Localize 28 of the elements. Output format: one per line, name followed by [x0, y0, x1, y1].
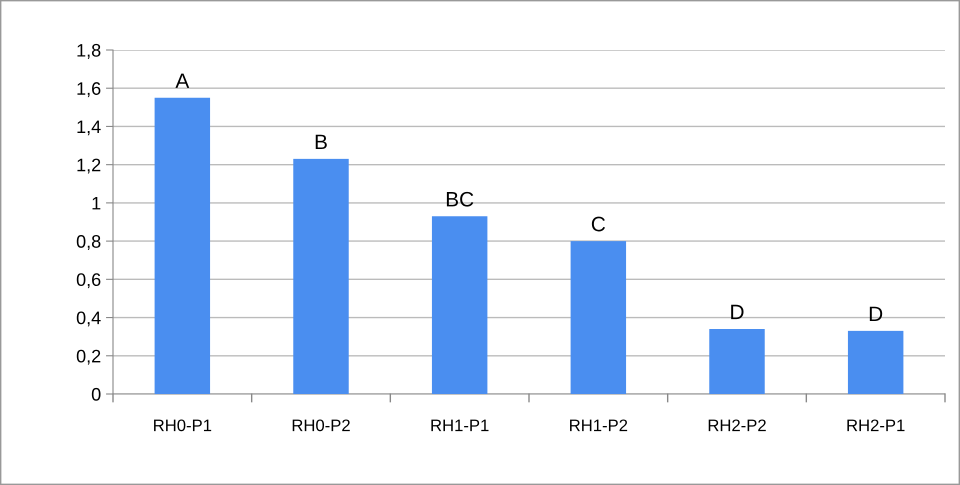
y-tick-label: 0	[92, 388, 100, 401]
annotation: B	[316, 134, 327, 150]
bar	[848, 330, 904, 394]
x-tick-label: RH2-P1	[847, 419, 904, 432]
bar	[154, 98, 210, 394]
bar	[293, 158, 349, 394]
bar	[709, 329, 765, 394]
x-tick-label: RH2-P2	[708, 419, 766, 432]
annotation: C	[592, 216, 606, 232]
annotation: D	[731, 304, 744, 320]
x-tick-label: RH1-P2	[570, 419, 628, 432]
y-tick-label: 1,8	[77, 44, 100, 59]
bar	[432, 216, 488, 394]
y-tick-label: 0,6	[76, 273, 100, 288]
y-tick-label: 1,2	[77, 158, 100, 174]
y-tick-label: 0,8	[76, 235, 100, 250]
y-tick-label: 1,4	[77, 120, 101, 136]
annotation: A	[175, 74, 190, 88]
annotation: D	[870, 306, 882, 322]
annotation: BC	[446, 192, 474, 207]
y-tick-label: 1	[92, 197, 100, 210]
x-tick-label: RH0-P2	[292, 419, 350, 432]
y-tick-label: 1,6	[77, 82, 100, 98]
bar	[570, 241, 626, 394]
y-tick-label: 0,4	[76, 311, 101, 326]
x-tick-label: RH1-P1	[431, 420, 488, 432]
y-tick-label: 0,2	[76, 350, 100, 365]
x-tick-label: RH0-P1	[154, 419, 212, 432]
